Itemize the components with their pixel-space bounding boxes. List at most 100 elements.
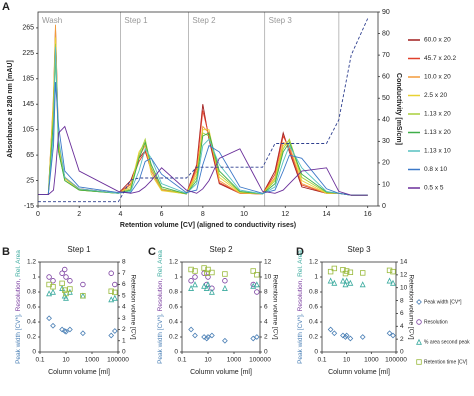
point bbox=[209, 332, 215, 339]
y-tick-label: 0 bbox=[174, 349, 178, 356]
point bbox=[205, 281, 211, 288]
y-axis-label-part: Peak width [CV*], bbox=[297, 313, 304, 364]
y-tick-label: -15 bbox=[24, 203, 34, 210]
chart-title: Step 2 bbox=[209, 245, 233, 254]
y-axis-label-part: Peak width [CV*], bbox=[157, 313, 164, 364]
point bbox=[343, 268, 350, 274]
y-axis-label: Peak width [CV*],Resolution, Rel. Area bbox=[157, 250, 164, 364]
point bbox=[62, 287, 68, 293]
point bbox=[59, 326, 65, 333]
y2-tick-label: 6 bbox=[400, 310, 404, 317]
point bbox=[221, 285, 228, 291]
point bbox=[342, 281, 349, 288]
y2-tick-label: 12 bbox=[400, 272, 408, 279]
y2-tick-label: 4 bbox=[122, 304, 126, 311]
y2-tick-label: 2 bbox=[122, 326, 126, 333]
y-tick-label: 0.4 bbox=[309, 319, 318, 326]
point bbox=[204, 270, 210, 276]
point bbox=[340, 277, 346, 284]
point bbox=[111, 294, 118, 301]
legend-label: Peak width [CV*] bbox=[424, 299, 462, 305]
legend-label: 1.13 x 20 bbox=[424, 111, 451, 118]
y2-tick-label: 20 bbox=[382, 160, 390, 167]
y-axis-label-part: Resolution, bbox=[15, 279, 22, 312]
point bbox=[112, 289, 118, 296]
point bbox=[46, 290, 53, 297]
point bbox=[359, 334, 366, 340]
point bbox=[254, 289, 260, 295]
point bbox=[192, 332, 198, 339]
point bbox=[67, 326, 73, 333]
point bbox=[188, 266, 194, 273]
x-tick-label: 10 bbox=[62, 357, 70, 364]
y2-tick-label: 8 bbox=[122, 259, 126, 266]
y-tick-label: 0.4 bbox=[169, 319, 178, 326]
point bbox=[250, 282, 257, 289]
y2-tick-label: 80 bbox=[382, 30, 390, 37]
point bbox=[46, 315, 52, 322]
point bbox=[208, 288, 215, 295]
legend-marker bbox=[416, 319, 422, 325]
y-tick-label: 105 bbox=[22, 127, 34, 134]
y-tick-label: 185 bbox=[22, 76, 34, 83]
absorbance-line bbox=[38, 125, 368, 196]
section-label: Step 3 bbox=[269, 16, 293, 25]
point bbox=[201, 282, 208, 289]
point bbox=[50, 284, 56, 290]
absorbance-line bbox=[38, 43, 368, 196]
y2-tick-label: 0 bbox=[122, 349, 126, 356]
point bbox=[66, 288, 73, 295]
y-axis-label-part: Resolution, bbox=[297, 279, 304, 312]
point bbox=[253, 334, 260, 340]
y-tick-label: 0.2 bbox=[169, 334, 178, 341]
y-tick-label: 0 bbox=[32, 349, 36, 356]
point bbox=[390, 268, 396, 275]
point bbox=[386, 277, 393, 284]
point bbox=[386, 330, 393, 337]
point bbox=[80, 293, 86, 299]
point bbox=[50, 322, 56, 329]
panel-letter: A bbox=[2, 1, 10, 13]
point bbox=[59, 270, 65, 276]
y2-tick-label: 14 bbox=[400, 259, 408, 266]
x-tick-label: 8 bbox=[201, 211, 205, 218]
y2-tick-label: 6 bbox=[264, 304, 268, 311]
y2-tick-label: 8 bbox=[400, 297, 404, 304]
point bbox=[112, 281, 118, 288]
point bbox=[390, 332, 396, 339]
x-tick-label: 1000 bbox=[85, 357, 100, 364]
point bbox=[192, 281, 198, 288]
x-tick-label: 2 bbox=[77, 211, 81, 218]
point bbox=[80, 330, 86, 337]
y2-axis-label: Retention volume [CV] bbox=[129, 274, 136, 339]
point bbox=[331, 330, 338, 337]
point bbox=[46, 274, 52, 280]
y-tick-label: 0.8 bbox=[309, 289, 318, 296]
point bbox=[192, 274, 198, 280]
y2-tick-label: 2 bbox=[400, 336, 404, 343]
y2-tick-label: 30 bbox=[382, 138, 390, 145]
y-tick-label: 1 bbox=[174, 274, 178, 281]
point bbox=[188, 285, 195, 291]
y2-tick-label: 90 bbox=[382, 9, 390, 16]
absorbance-line bbox=[38, 34, 368, 196]
legend-label: 1.13 x 10 bbox=[424, 148, 451, 155]
point bbox=[50, 278, 56, 284]
legend-label: 2.5 x 20 bbox=[424, 92, 448, 99]
x-tick-label: 100000 bbox=[107, 357, 129, 364]
x-axis-label: Retention volume [CV] (aligned to conduc… bbox=[120, 222, 296, 229]
y-tick-label: 0.8 bbox=[169, 289, 178, 296]
y-axis-label: Absorbance at 280 nm [mAU] bbox=[7, 60, 14, 158]
section-label: Step 1 bbox=[124, 16, 148, 25]
point bbox=[347, 269, 354, 275]
section-label: Step 2 bbox=[192, 16, 216, 25]
y-tick-label: 0 bbox=[314, 349, 318, 356]
y-tick-label: 1.2 bbox=[27, 259, 36, 266]
point bbox=[343, 332, 350, 339]
y-tick-label: 1.2 bbox=[309, 259, 318, 266]
x-tick-label: 12 bbox=[281, 211, 289, 218]
absorbance-line bbox=[38, 24, 368, 196]
point bbox=[386, 267, 393, 274]
legend-label: 10.0 x 20 bbox=[424, 74, 451, 81]
legend-label: 0.8 x 10 bbox=[424, 166, 448, 173]
